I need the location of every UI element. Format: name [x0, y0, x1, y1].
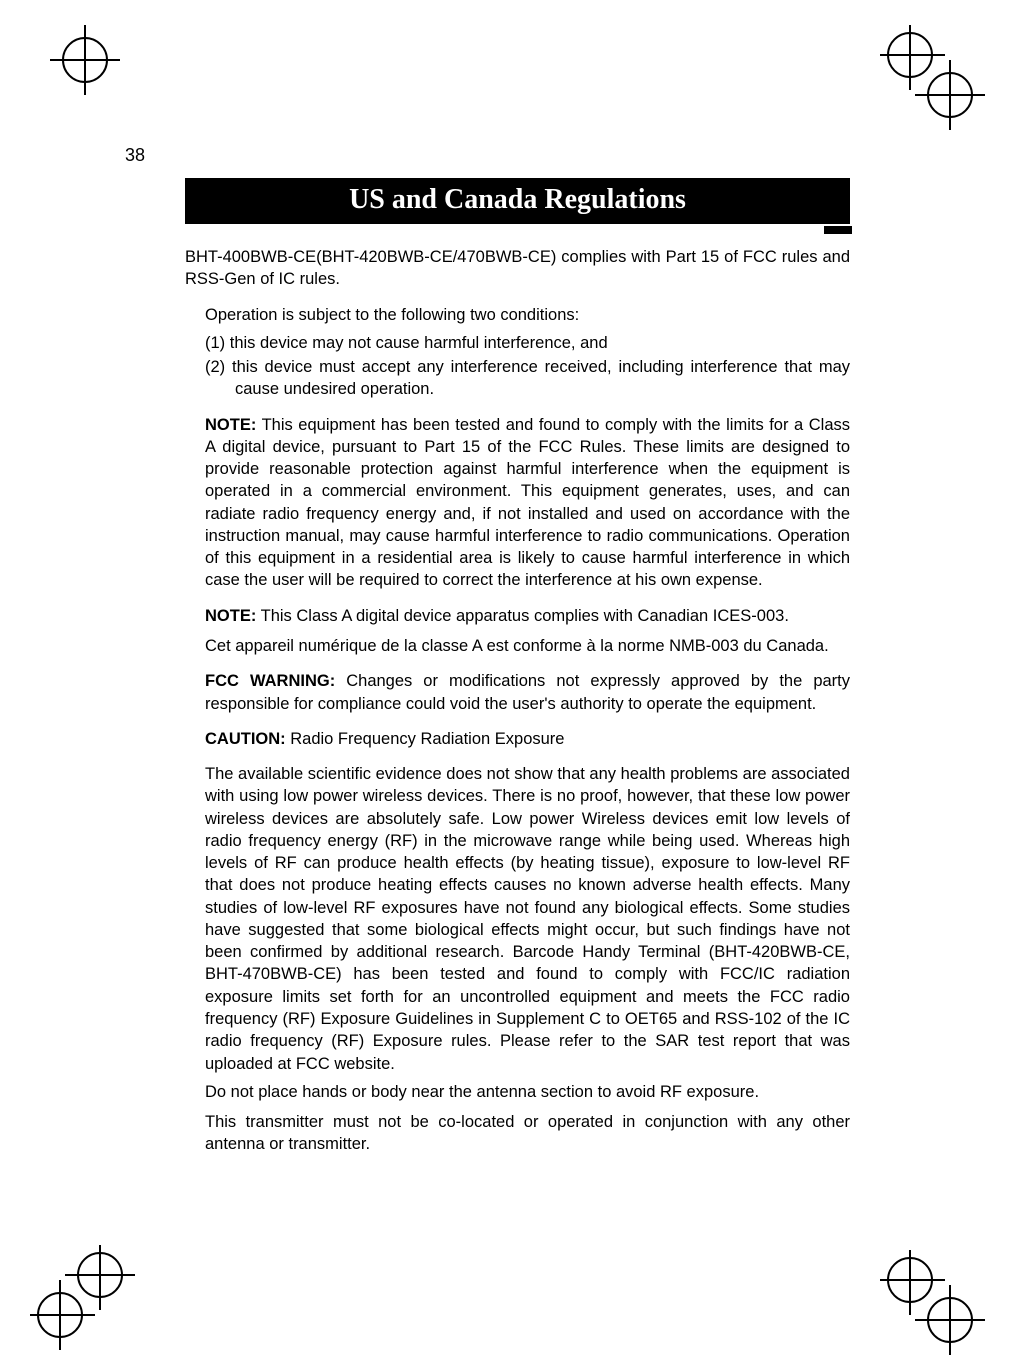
fcc-label: FCC WARNING: — [205, 672, 335, 690]
condition-2: (2) this device must accept any interfer… — [205, 356, 850, 401]
operation-line: Operation is subject to the following tw… — [205, 304, 850, 326]
note1-label: NOTE: — [205, 416, 256, 434]
cet-line: Cet appareil numérique de la classe A es… — [205, 635, 850, 657]
page-number: 38 — [125, 145, 850, 166]
long-para: The available scientific evidence does n… — [205, 763, 850, 1075]
intro-para: BHT-400BWB-CE(BHT-420BWB-CE/470BWB-CE) c… — [185, 246, 850, 291]
hands-line: Do not place hands or body near the ante… — [205, 1081, 850, 1103]
caution-para: CAUTION: Radio Frequency Radiation Expos… — [205, 728, 850, 750]
crop-mark-tl — [30, 5, 120, 95]
crop-mark-tr — [880, 25, 990, 135]
crop-mark-bl — [30, 1245, 140, 1355]
crop-mark-br — [880, 1250, 990, 1360]
condition-1: (1) this device may not cause harmful in… — [205, 332, 850, 354]
caution-body: Radio Frequency Radiation Exposure — [286, 730, 565, 748]
note2-body: This Class A digital device apparatus co… — [256, 607, 789, 625]
title-bar: US and Canada Regulations — [185, 178, 850, 224]
transmitter-line: This transmitter must not be co-located … — [205, 1111, 850, 1156]
note1-body: This equipment has been tested and found… — [205, 416, 850, 590]
note2-para: NOTE: This Class A digital device appara… — [205, 605, 850, 627]
page-content: 38 US and Canada Regulations BHT-400BWB-… — [185, 145, 850, 1169]
fcc-para: FCC WARNING: Changes or modifications no… — [205, 670, 850, 715]
caution-label: CAUTION: — [205, 730, 286, 748]
body-text: BHT-400BWB-CE(BHT-420BWB-CE/470BWB-CE) c… — [185, 246, 850, 1156]
note2-label: NOTE: — [205, 607, 256, 625]
note1-para: NOTE: This equipment has been tested and… — [205, 414, 850, 592]
